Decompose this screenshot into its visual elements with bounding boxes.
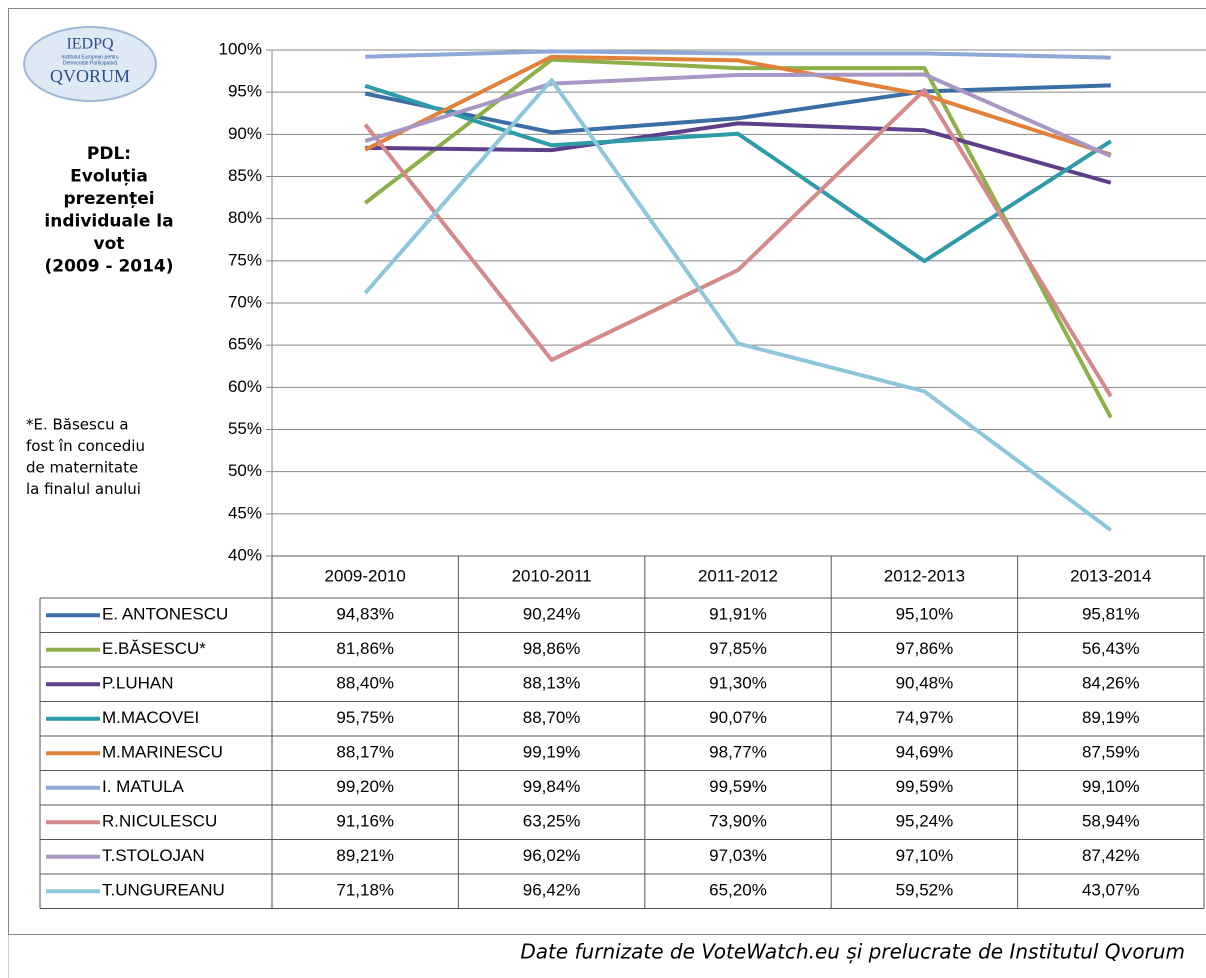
y-tick-label: 100% (219, 39, 262, 58)
data-label: 59,52% (896, 881, 954, 900)
data-label: 99,84% (523, 777, 581, 796)
data-label: 90,24% (523, 605, 581, 624)
data-label: 94,83% (336, 605, 394, 624)
y-tick-label: 40% (228, 545, 262, 564)
data-label: 58,94% (1082, 812, 1140, 831)
data-label: 65,20% (709, 881, 767, 900)
legend-label: E.BĂSESCU* (102, 639, 206, 658)
data-label: 71,18% (336, 881, 394, 900)
series-line (364, 54, 1112, 157)
legend-label: I. MATULA (102, 777, 185, 796)
legend-label: M.MACOVEI (102, 708, 199, 727)
data-label: 95,75% (336, 708, 394, 727)
data-label: 73,90% (709, 812, 767, 831)
data-label: 88,13% (523, 674, 581, 693)
note: *E. Băsescu a (26, 416, 129, 434)
y-tick-label: 75% (228, 250, 262, 269)
series-line (365, 49, 1111, 60)
chart-title: prezenței (63, 189, 154, 209)
data-label: 99,59% (896, 777, 954, 796)
legend-label: M.MARINESCU (102, 743, 223, 762)
note: la finalul anului (26, 480, 141, 498)
y-tick-label: 55% (228, 419, 262, 438)
note: fost în concediu (26, 437, 145, 455)
logo-text: IEDPQ (66, 36, 114, 53)
chart-title: (2009 - 2014) (44, 257, 173, 277)
data-label: 99,19% (523, 743, 581, 762)
data-label: 95,24% (896, 812, 954, 831)
data-label: 98,77% (709, 743, 767, 762)
series-line (363, 57, 1113, 419)
series-line (364, 83, 1111, 135)
data-label: 88,70% (523, 708, 581, 727)
series-line (363, 88, 1113, 398)
y-tick-label: 65% (228, 335, 262, 354)
data-label: 97,86% (896, 639, 954, 658)
series-line (363, 78, 1112, 532)
logo (23, 26, 157, 102)
logo-text: Democrație Participativă (63, 60, 117, 66)
data-label: 97,03% (709, 846, 767, 865)
legend-label: T.STOLOJAN (102, 846, 205, 865)
x-tick-label: 2009-2010 (325, 566, 406, 585)
chart-title: PDL: (87, 144, 131, 164)
data-label: 56,43% (1082, 639, 1140, 658)
logo-text: QVORUM (50, 66, 130, 86)
legend-label: E. ANTONESCU (102, 605, 228, 624)
data-label: 97,10% (896, 846, 954, 865)
data-label: 74,97% (896, 708, 954, 727)
data-label: 96,02% (523, 846, 581, 865)
note: de maternitate (26, 459, 138, 477)
data-label: 91,91% (709, 605, 767, 624)
chart-title: vot (94, 234, 125, 254)
data-label: 81,86% (336, 639, 394, 658)
x-tick-label: 2013-2014 (1070, 566, 1151, 585)
data-label: 97,85% (709, 639, 767, 658)
legend-label: P.LUHAN (102, 674, 174, 693)
chart-title: individuale la (44, 212, 173, 232)
y-tick-label: 85% (228, 166, 262, 185)
data-label: 98,86% (523, 639, 581, 658)
y-tick-label: 45% (228, 503, 262, 522)
data-label: 90,07% (709, 708, 767, 727)
data-label: 96,42% (523, 881, 581, 900)
data-label: 99,20% (336, 777, 394, 796)
x-tick-label: 2012-2013 (884, 566, 965, 585)
y-tick-label: 70% (228, 292, 262, 311)
data-label: 89,19% (1082, 708, 1140, 727)
data-label: 94,69% (896, 743, 954, 762)
series-line (364, 83, 1112, 264)
data-label: 95,81% (1082, 605, 1140, 624)
series-line (364, 72, 1112, 158)
data-label: 95,10% (896, 605, 954, 624)
source: Date furnizate de VoteWatch.eu și preluc… (520, 940, 1185, 964)
data-label: 87,59% (1082, 743, 1140, 762)
legend-label: R.NICULESCU (102, 812, 217, 831)
x-tick-label: 2011-2012 (698, 566, 778, 585)
y-tick-label: 60% (228, 377, 262, 396)
data-label: 91,16% (336, 812, 394, 831)
y-tick-label: 95% (228, 82, 262, 101)
data-label: 43,07% (1082, 881, 1140, 900)
data-label: 91,30% (709, 674, 767, 693)
data-label: 99,10% (1082, 777, 1140, 796)
y-tick-label: 80% (228, 208, 262, 227)
data-label: 87,42% (1082, 846, 1140, 865)
legend-label: T.UNGUREANU (102, 881, 225, 900)
logo-text: Institutul European pentru (61, 54, 118, 60)
data-label: 84,26% (1082, 674, 1140, 693)
data-label: 88,40% (336, 674, 394, 693)
data-label: 88,17% (336, 743, 394, 762)
x-tick-label: 2010-2011 (512, 566, 592, 585)
data-label: 89,21% (336, 846, 394, 865)
data-label: 90,48% (896, 674, 954, 693)
data-label: 99,59% (709, 777, 767, 796)
y-tick-label: 90% (228, 124, 262, 143)
y-tick-label: 50% (228, 461, 262, 480)
data-label: 63,25% (523, 812, 581, 831)
chart-title: Evoluția (70, 167, 148, 187)
